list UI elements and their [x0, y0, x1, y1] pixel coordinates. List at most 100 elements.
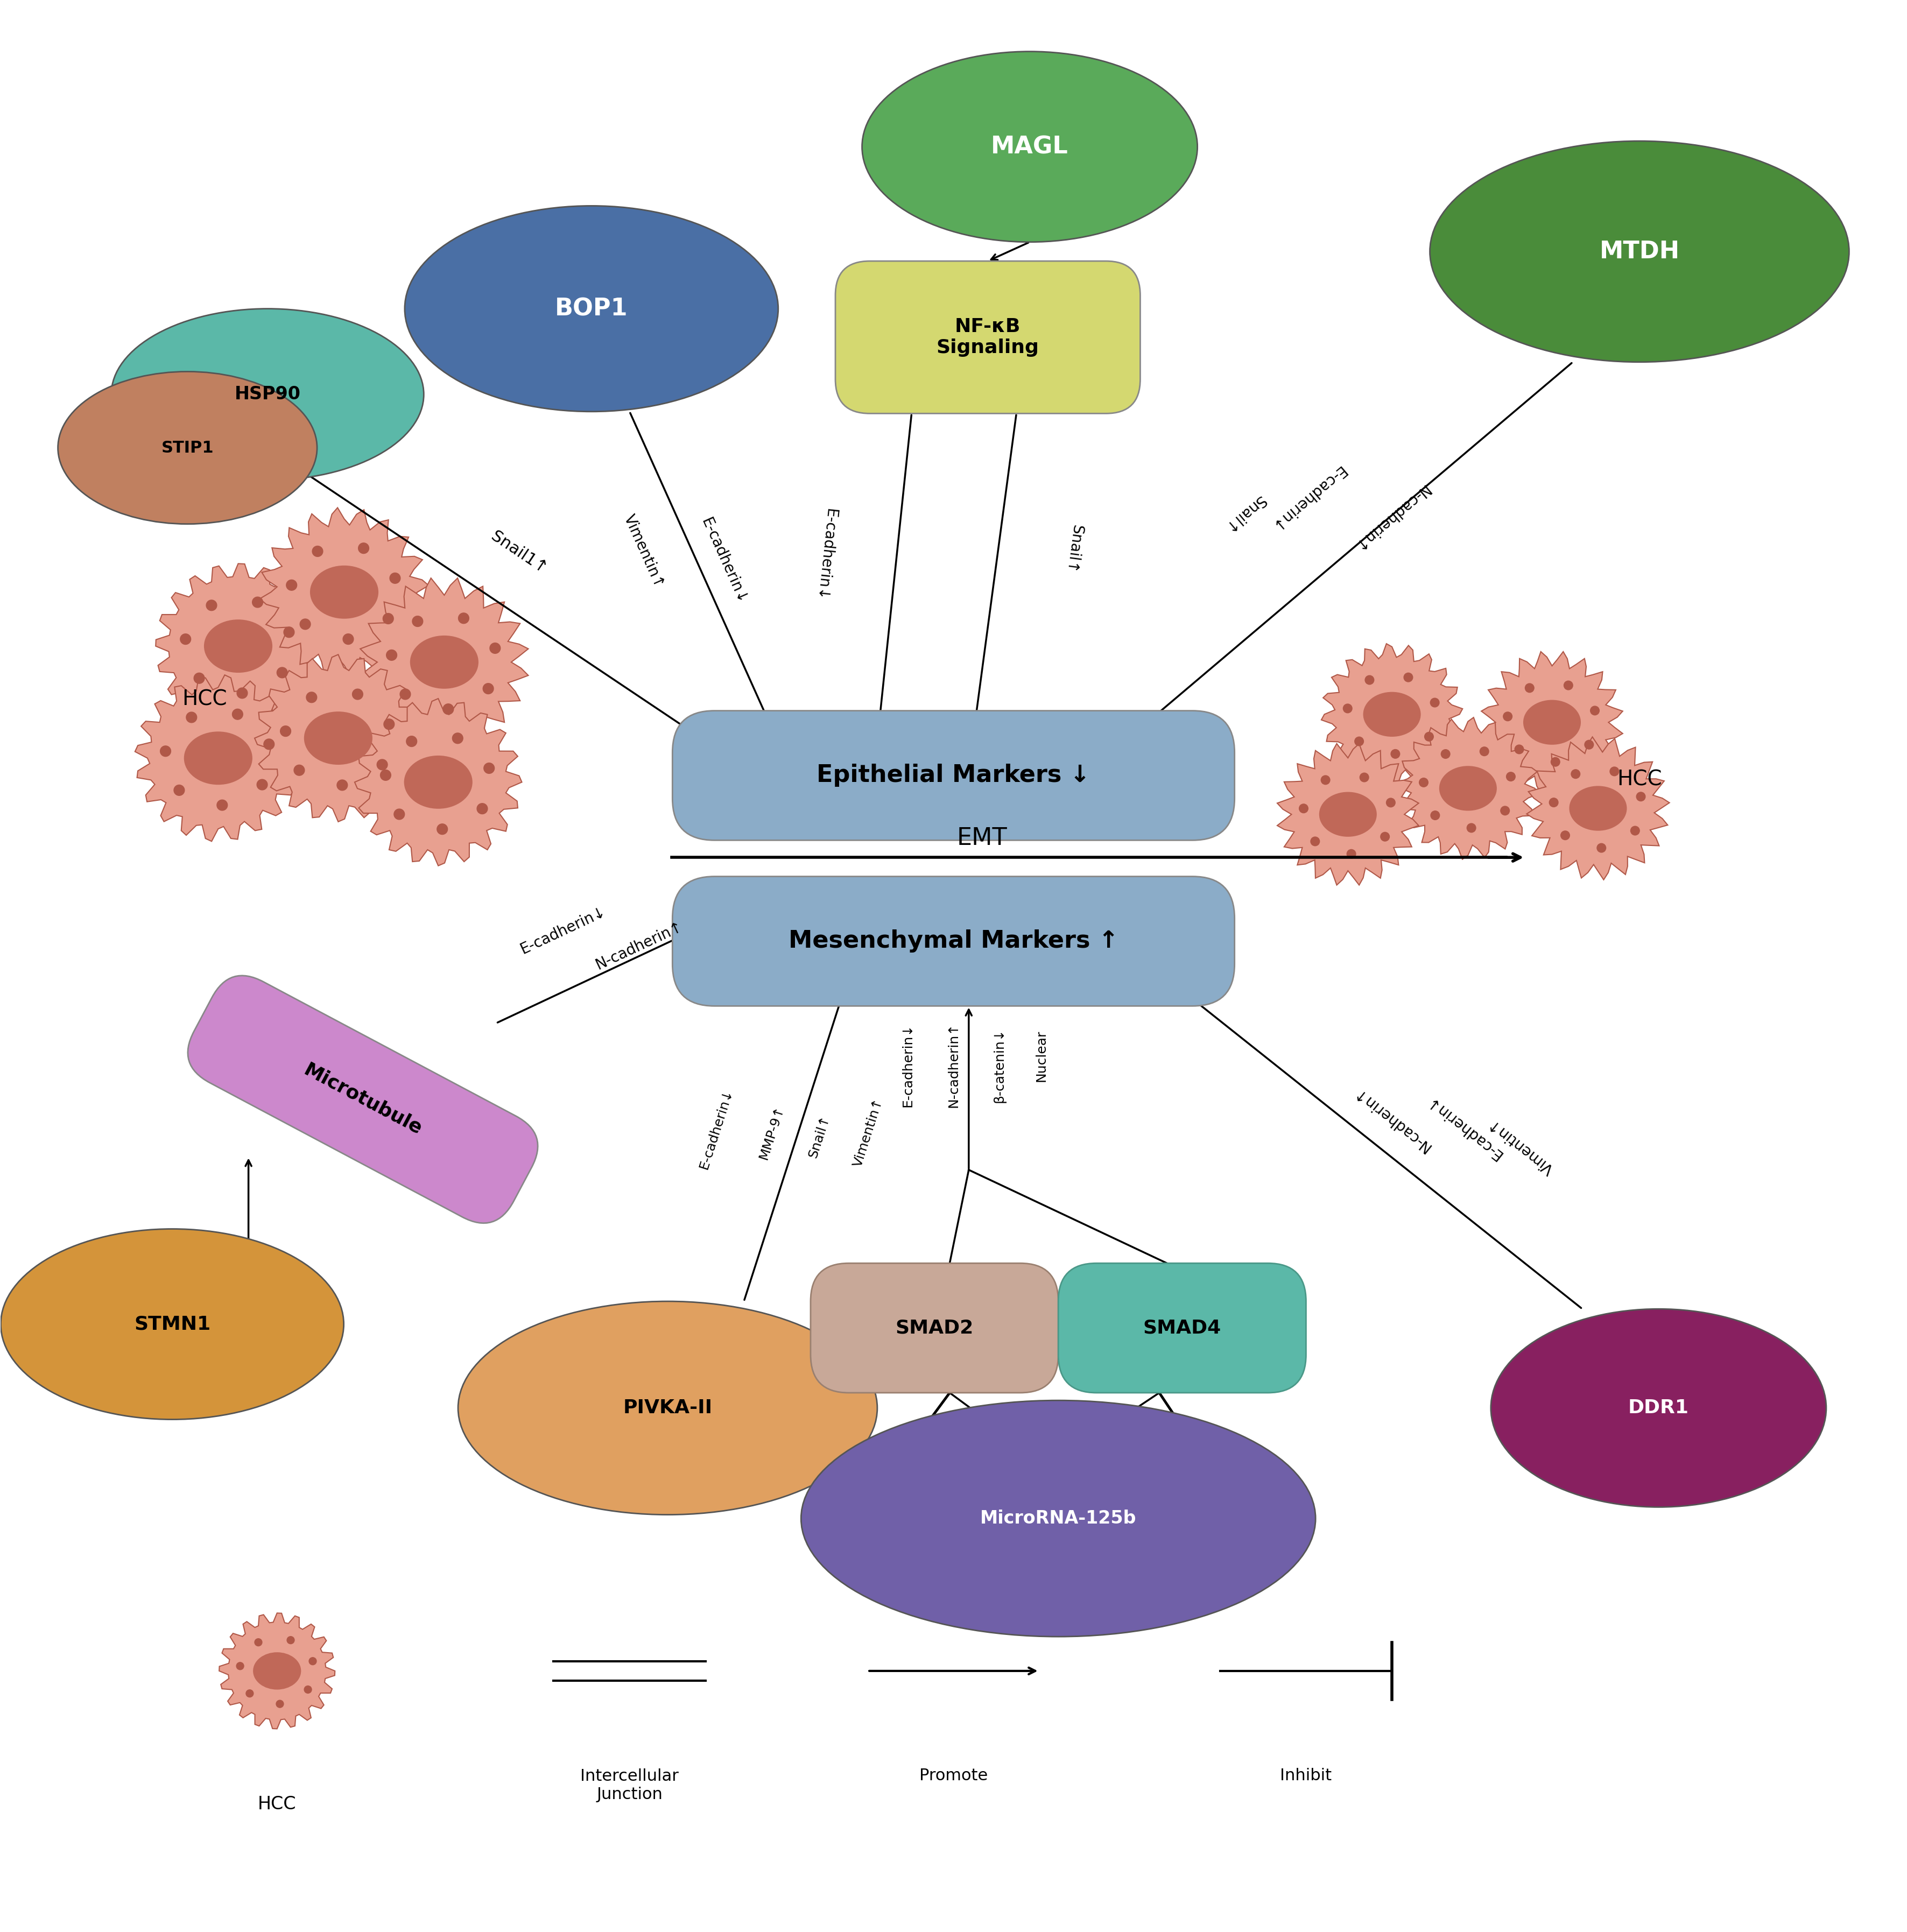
Ellipse shape: [1430, 141, 1850, 361]
Ellipse shape: [1491, 1310, 1827, 1507]
Circle shape: [378, 759, 387, 771]
Circle shape: [1404, 672, 1413, 682]
Circle shape: [206, 601, 217, 611]
Ellipse shape: [404, 755, 473, 810]
Circle shape: [307, 692, 317, 703]
Polygon shape: [355, 699, 523, 866]
Circle shape: [1514, 746, 1524, 753]
Ellipse shape: [303, 711, 372, 765]
Text: MTDH: MTDH: [1600, 240, 1680, 263]
Circle shape: [256, 1638, 261, 1646]
Circle shape: [1610, 767, 1619, 777]
Circle shape: [387, 649, 397, 661]
Polygon shape: [259, 508, 429, 676]
Text: Intercellular
Junction: Intercellular Junction: [580, 1768, 679, 1803]
Circle shape: [353, 690, 362, 699]
Circle shape: [233, 709, 242, 719]
Text: MMP-9↑: MMP-9↑: [757, 1103, 786, 1161]
Circle shape: [1585, 740, 1594, 750]
Circle shape: [1346, 850, 1356, 858]
Circle shape: [286, 580, 297, 591]
Text: Promote: Promote: [919, 1768, 988, 1783]
Ellipse shape: [458, 1302, 877, 1515]
Text: MAGL: MAGL: [992, 135, 1068, 158]
Circle shape: [294, 765, 305, 775]
Circle shape: [1310, 837, 1320, 846]
FancyBboxPatch shape: [810, 1264, 1058, 1393]
Polygon shape: [256, 655, 421, 821]
Circle shape: [389, 574, 400, 583]
Circle shape: [458, 612, 469, 624]
Text: N-cadherin↑: N-cadherin↑: [1350, 1084, 1434, 1155]
Text: E-cadherin↓: E-cadherin↓: [517, 904, 608, 956]
Circle shape: [257, 779, 267, 790]
Text: SMAD2: SMAD2: [896, 1320, 974, 1337]
Circle shape: [1430, 811, 1440, 819]
Text: STIP1: STIP1: [162, 440, 214, 456]
Ellipse shape: [0, 1229, 343, 1420]
Text: Inhibit: Inhibit: [1280, 1768, 1331, 1783]
Text: Snail1↑: Snail1↑: [488, 527, 549, 578]
Ellipse shape: [404, 207, 778, 412]
Circle shape: [195, 672, 204, 684]
Circle shape: [1419, 779, 1428, 786]
Ellipse shape: [410, 636, 479, 688]
Ellipse shape: [311, 566, 378, 618]
Circle shape: [1596, 844, 1606, 852]
Text: N-cadherin↑: N-cadherin↑: [593, 920, 685, 974]
FancyBboxPatch shape: [673, 877, 1234, 1007]
Polygon shape: [1528, 736, 1669, 879]
Circle shape: [1507, 773, 1516, 781]
Ellipse shape: [801, 1401, 1316, 1636]
Circle shape: [1381, 833, 1390, 840]
Circle shape: [1322, 775, 1329, 784]
Circle shape: [1548, 798, 1558, 808]
Polygon shape: [360, 578, 528, 746]
Circle shape: [359, 543, 368, 554]
Text: E-cadherin↓: E-cadherin↓: [1423, 1092, 1505, 1161]
Circle shape: [484, 763, 494, 773]
Text: Epithelial Markers ↓: Epithelial Markers ↓: [816, 763, 1091, 786]
Text: HSP90: HSP90: [235, 386, 301, 404]
FancyBboxPatch shape: [673, 711, 1234, 840]
Circle shape: [286, 1636, 294, 1644]
Circle shape: [379, 769, 391, 781]
Ellipse shape: [1440, 765, 1497, 811]
Circle shape: [160, 746, 172, 757]
Circle shape: [442, 703, 454, 715]
Circle shape: [1571, 769, 1581, 779]
Ellipse shape: [1320, 792, 1377, 837]
Circle shape: [1503, 713, 1512, 721]
FancyBboxPatch shape: [187, 976, 538, 1223]
Text: SMAD4: SMAD4: [1142, 1320, 1220, 1337]
Text: N-cadherin↑: N-cadherin↑: [1350, 481, 1432, 554]
Text: Mesenchymal Markers ↑: Mesenchymal Markers ↑: [788, 929, 1119, 952]
Ellipse shape: [1569, 786, 1627, 831]
Circle shape: [383, 719, 395, 730]
Text: N-cadherin↑: N-cadherin↑: [948, 1022, 959, 1107]
Polygon shape: [135, 674, 301, 840]
Text: Vimentin↑: Vimentin↑: [1486, 1115, 1558, 1177]
Circle shape: [217, 800, 227, 810]
Circle shape: [1526, 684, 1533, 692]
Circle shape: [252, 597, 263, 607]
Circle shape: [1501, 806, 1510, 815]
Circle shape: [1636, 792, 1646, 802]
Circle shape: [412, 616, 423, 626]
Circle shape: [1425, 732, 1434, 742]
Circle shape: [277, 667, 288, 678]
Circle shape: [174, 784, 185, 796]
Circle shape: [1430, 697, 1440, 707]
Text: HCC: HCC: [1617, 769, 1663, 790]
Circle shape: [1550, 757, 1560, 767]
Circle shape: [1360, 773, 1369, 782]
Circle shape: [246, 1690, 254, 1696]
Ellipse shape: [204, 620, 273, 672]
Circle shape: [1343, 703, 1352, 713]
Polygon shape: [219, 1613, 336, 1729]
Circle shape: [452, 732, 463, 744]
Circle shape: [1390, 750, 1400, 759]
Circle shape: [482, 684, 494, 694]
Text: Nuclear: Nuclear: [1036, 1030, 1047, 1082]
Circle shape: [1560, 831, 1569, 840]
